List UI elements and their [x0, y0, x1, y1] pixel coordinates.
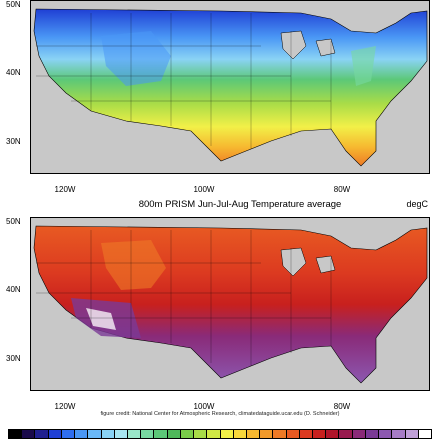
colorbar-swatch [379, 430, 393, 438]
colorbar-swatch [392, 430, 406, 438]
units-label: degC [406, 199, 428, 209]
cool-appalachian-zone [351, 46, 376, 86]
colorbar-swatch [167, 430, 181, 438]
temperature-colorbar [8, 429, 432, 439]
colorbar-swatch [220, 430, 234, 438]
colorbar-swatch [75, 430, 89, 438]
colorbar-swatch [127, 430, 142, 438]
colorbar-swatch [326, 430, 340, 438]
colorbar-swatch [35, 430, 49, 438]
colorbar-swatch [233, 430, 247, 438]
colorbar-swatch [9, 430, 23, 438]
lon-label-120w-bottom: 120W [54, 402, 76, 411]
cooler-mountain-zone [101, 240, 166, 290]
colorbar-swatch [114, 430, 128, 438]
summer-temperature-map-top [30, 0, 430, 174]
lat-label-40n-top: 40N [6, 68, 21, 77]
great-lakes [280, 30, 336, 60]
colorbar-swatch [22, 430, 36, 438]
conus-landmass-top [33, 8, 428, 167]
colorbar-swatch [339, 430, 353, 438]
colorbar-swatch [101, 430, 115, 438]
colorbar-swatch [405, 430, 419, 438]
colorbar-swatch [365, 430, 380, 438]
great-lakes-bottom [280, 247, 336, 277]
colorbar-swatch [207, 430, 221, 438]
cool-mountain-zone [101, 31, 171, 86]
colorbar-swatch [313, 430, 327, 438]
colorbar-swatch [154, 430, 168, 438]
colorbar-swatch [299, 430, 314, 438]
state-borders-top [36, 13, 332, 149]
extreme-hot-zone [86, 308, 116, 330]
map-canvas-top [33, 8, 428, 167]
map-canvas-bottom [33, 225, 428, 384]
figure-credit: figure credit: National Center for Atmos… [100, 411, 340, 417]
colorbar-swatch [418, 430, 431, 438]
lon-label-120w-top: 120W [54, 185, 76, 194]
colorbar-swatch [48, 430, 62, 438]
panel-title: 800m PRISM Jun-Jul-Aug Temperature avera… [138, 199, 342, 210]
colorbar-swatch [273, 430, 287, 438]
lon-label-80w-top: 80W [333, 185, 351, 194]
colorbar-swatch [141, 430, 155, 438]
lat-label-50n-top: 50N [6, 0, 21, 9]
state-borders-bottom [36, 230, 332, 366]
lat-label-50n-bottom: 50N [6, 217, 21, 226]
colorbar-swatch [61, 430, 76, 438]
lat-label-30n-bottom: 30N [6, 354, 21, 363]
lon-label-80w-bottom: 80W [333, 402, 351, 411]
colorbar-swatch [286, 430, 300, 438]
colorbar-swatch [194, 430, 208, 438]
lon-label-100w-top: 100W [193, 185, 215, 194]
colorbar-swatch [260, 430, 274, 438]
colorbar-swatch [88, 430, 102, 438]
lat-label-30n-top: 30N [6, 137, 21, 146]
colorbar-swatch [352, 430, 366, 438]
lat-label-40n-bottom: 40N [6, 285, 21, 294]
colorbar-swatch [246, 430, 261, 438]
colorbar-swatch [180, 430, 195, 438]
summer-temperature-map-bottom [30, 217, 430, 391]
lon-label-100w-bottom: 100W [193, 402, 215, 411]
